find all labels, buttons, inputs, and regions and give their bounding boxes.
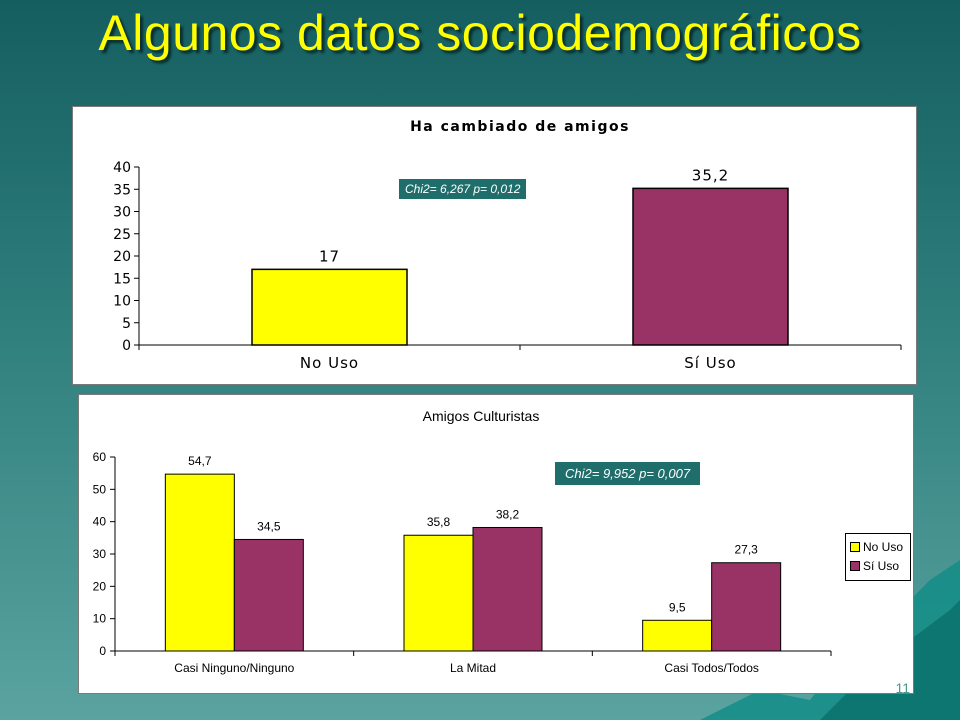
y-tick-label: 50: [93, 482, 107, 496]
y-tick-label: 20: [113, 249, 131, 265]
legend-label: Sí Uso: [863, 559, 900, 573]
bar: [472, 526, 543, 652]
chart-title: Amigos Culturistas: [423, 408, 540, 424]
y-tick-label: 35: [113, 182, 131, 198]
data-label: 54,7: [188, 454, 212, 468]
y-tick-label: 25: [113, 227, 131, 243]
legend-swatch-no-uso: [850, 542, 860, 552]
y-tick-label: 40: [93, 515, 107, 529]
chart-title: Ha cambiado de amigos: [410, 119, 630, 135]
data-label: 27,3: [734, 543, 758, 557]
bar: [711, 562, 782, 652]
y-tick-label: 60: [93, 450, 107, 464]
page-number: 11: [895, 680, 910, 696]
y-tick-label: 10: [113, 294, 131, 310]
y-tick-label: 0: [99, 644, 106, 658]
data-label: 38,2: [496, 507, 520, 521]
bar: [632, 187, 789, 346]
bar: [164, 473, 235, 652]
data-label: 35,2: [692, 166, 729, 184]
chart-panel-amigos-culturistas: Amigos Culturistas 0 10 20 30 40 50 60 54,7 34,5 C…: [78, 394, 914, 694]
chi-square-annotation: Chi2= 9,952 p= 0,007: [555, 462, 701, 485]
data-label: 9,5: [669, 600, 686, 614]
y-tick-label: 40: [113, 160, 131, 176]
data-label: 17: [319, 247, 340, 265]
y-tick-label: 0: [122, 338, 131, 354]
bar: [642, 619, 713, 652]
legend-item-no-uso: No Uso: [850, 539, 903, 555]
y-tick-label: 5: [122, 316, 131, 332]
y-tick-label: 20: [93, 579, 107, 593]
bar: [233, 538, 304, 652]
y-tick-label: 10: [93, 612, 107, 626]
x-tick-label: No Uso: [300, 354, 359, 372]
legend-item-si-uso: Sí Uso: [850, 558, 899, 574]
x-tick-label: La Mitad: [450, 661, 496, 675]
data-label: 34,5: [257, 519, 281, 533]
slide-title: Algunos datos sociodemográficos: [98, 5, 862, 61]
y-tick-label: 15: [113, 271, 131, 287]
y-tick-label: 30: [113, 205, 131, 221]
x-tick-label: Casi Ninguno/Ninguno: [174, 661, 294, 675]
x-tick-label: Casi Todos/Todos: [664, 661, 759, 675]
chart-panel-cambiado-amigos: Ha cambiado de amigos 0 5 10 15 20 25 30 35 40 17 N…: [72, 106, 917, 385]
bar: [251, 268, 408, 346]
legend-label: No Uso: [863, 540, 904, 554]
chart-legend: No Uso Sí Uso: [845, 533, 911, 581]
y-tick-label: 30: [93, 547, 107, 561]
legend-swatch-si-uso: [850, 561, 860, 571]
data-label: 35,8: [427, 515, 451, 529]
bar: [403, 534, 474, 652]
chart-cambiado-amigos: Ha cambiado de amigos 0 5 10 15 20 25 30 35 40 17 N…: [113, 119, 902, 372]
chi-square-annotation: Chi2= 6,267 p= 0,012: [399, 179, 527, 199]
chart-amigos-culturistas: Amigos Culturistas 0 10 20 30 40 50 60 54,7 34,5 C…: [93, 408, 832, 675]
x-tick-label: Sí Uso: [684, 354, 736, 372]
